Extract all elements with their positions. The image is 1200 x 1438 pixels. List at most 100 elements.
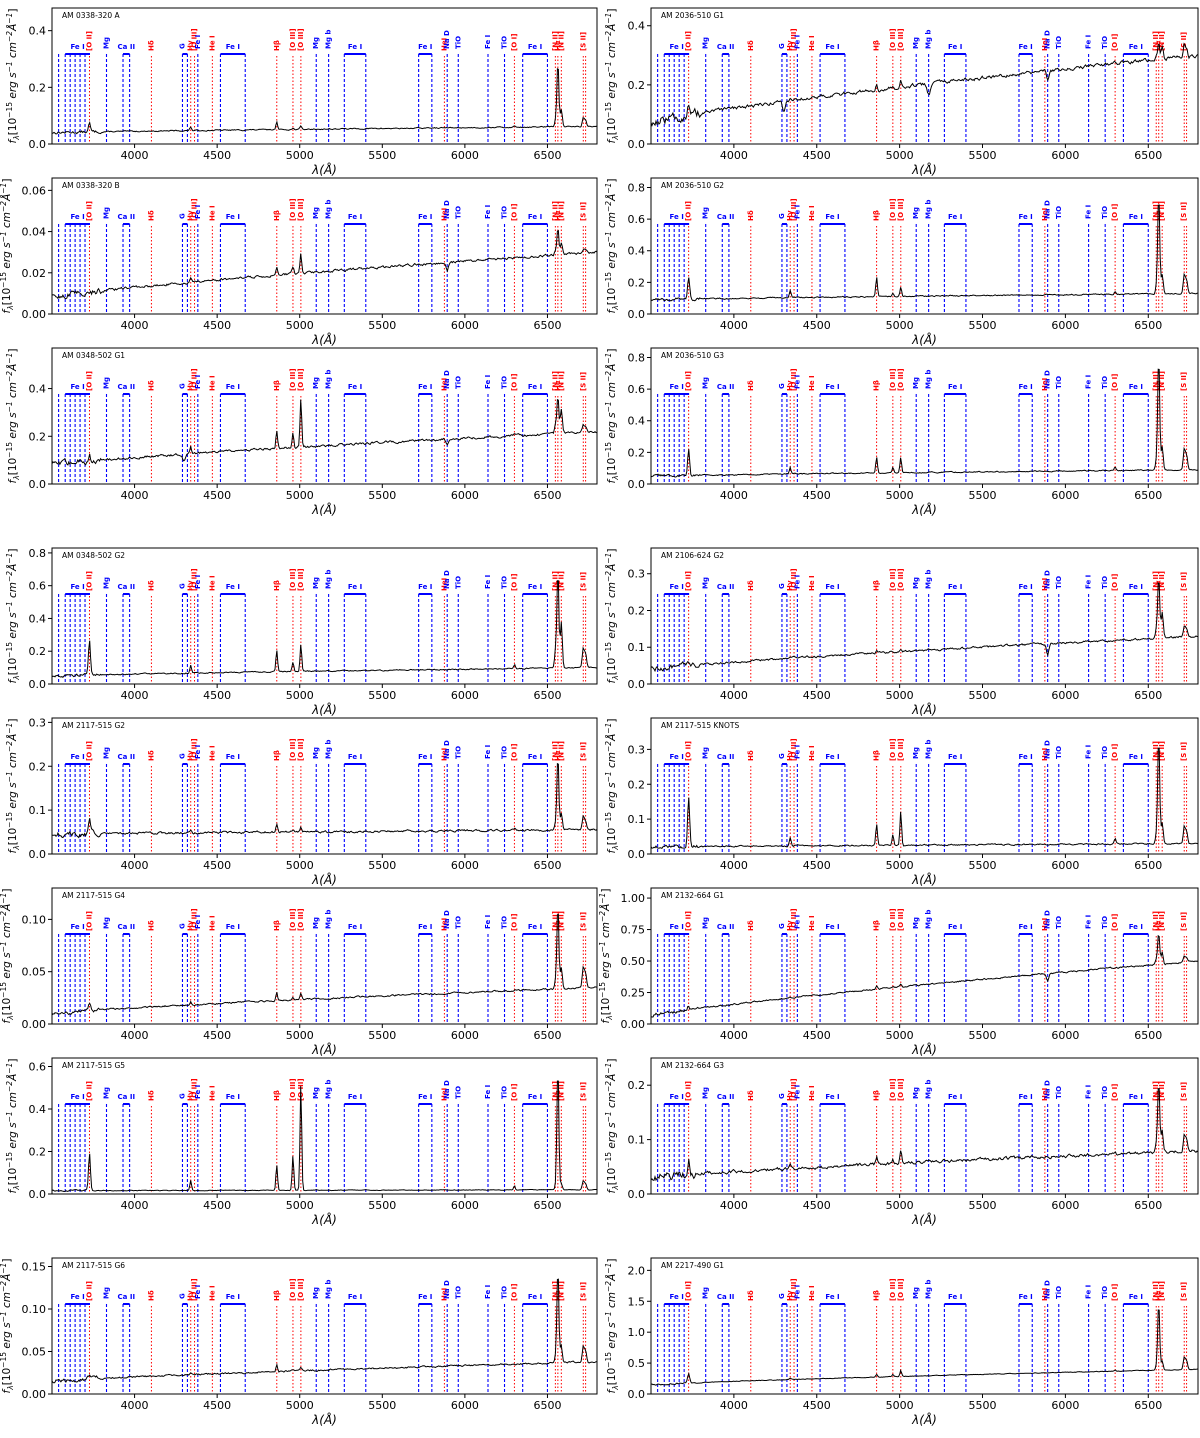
y-axis-label: fλ[10−15 erg s−1 cm−2Å−1] [5, 719, 21, 854]
red-marker-label: [O II] [85, 571, 93, 591]
red-marker-label: [O III] [897, 738, 905, 761]
red-marker-label: Hα [554, 1290, 562, 1301]
blue-band-label: Fe I [948, 923, 962, 931]
red-marker-label: [N II] [1158, 371, 1166, 391]
plot-frame [51, 717, 598, 855]
blue-marker-label: G [778, 923, 786, 929]
y-tick-label: 0.6 [628, 383, 646, 396]
red-marker-label: [O II] [685, 1281, 693, 1301]
red-marker-label: HeI [1041, 1288, 1049, 1301]
red-marker-label: Hβ [873, 750, 881, 761]
red-marker-label: [O II] [685, 371, 693, 391]
blue-marker-label: Fe I [484, 205, 492, 219]
red-marker-label: HeI [440, 208, 448, 221]
x-tick-label: 6000 [451, 149, 479, 162]
red-marker-label: He I [808, 205, 816, 221]
blue-band-label: Fe I [348, 753, 362, 761]
blue-band-label: Fe I [1129, 923, 1143, 931]
blue-marker-label: G [178, 923, 186, 929]
red-marker-label: Hβ [873, 1090, 881, 1101]
blue-band-label: Fe I [528, 753, 542, 761]
blue-marker-label: TiO [454, 1086, 462, 1099]
red-marker-label: Hβ [273, 580, 281, 591]
blue-marker-label: TiO [1055, 206, 1063, 219]
red-marker-label: [N II] [551, 571, 559, 591]
red-marker-label: [N II] [1158, 31, 1166, 51]
blue-band-label: Fe I [1018, 1093, 1032, 1101]
x-tick-label: 5000 [886, 489, 914, 502]
panel-12: [O II] Hδ Hγ[O III] He I Hβ [O III] [O III] HeI… [598, 887, 1199, 1057]
y-axis-label: fλ[10−15 erg s−1 cm−2Å−1] [604, 179, 620, 314]
x-axis-label: λ(Å) [911, 332, 937, 347]
blue-marker-label: Na D [1044, 1280, 1052, 1299]
blue-marker-label: Mg b [925, 30, 933, 49]
x-tick-label: 6500 [1134, 1399, 1162, 1412]
x-tick-label: 5000 [286, 1199, 314, 1212]
y-tick-label: 0.6 [29, 580, 47, 593]
x-tick-label: 5500 [969, 149, 997, 162]
blue-marker-label: Na D [443, 740, 451, 759]
red-marker-label: Hδ [147, 920, 155, 931]
x-tick-label: 4000 [720, 689, 748, 702]
blue-marker-label: Mg b [925, 1080, 933, 1099]
x-tick-label: 6500 [533, 489, 561, 502]
blue-band-label: Fe I [226, 753, 240, 761]
x-axis-label: λ(Å) [311, 872, 337, 887]
red-marker-label: [S II] [1180, 1282, 1188, 1301]
x-axis-label: λ(Å) [911, 1212, 937, 1227]
red-marker-label: HeI [440, 38, 448, 51]
x-tick-label: 5000 [886, 319, 914, 332]
blue-band-label: Ca II [717, 43, 735, 51]
red-marker-label: Hα [1155, 580, 1163, 591]
x-axis-label: λ(Å) [311, 1212, 337, 1227]
red-marker-label: [O I] [510, 204, 518, 221]
blue-marker-label: TiO [501, 1286, 509, 1299]
blue-band-label: Fe I [418, 1293, 432, 1301]
red-marker-label: [O II] [685, 911, 693, 931]
blue-band-label: Fe I [528, 213, 542, 221]
red-marker-label: [O III] [790, 568, 798, 591]
x-axis-label: λ(Å) [311, 502, 337, 517]
red-marker-label: [O I] [1111, 1084, 1119, 1101]
red-marker-label: Hβ [873, 40, 881, 51]
blue-band-label: Fe I [528, 383, 542, 391]
x-tick-label: 5500 [368, 1199, 396, 1212]
red-marker-label: Hβ [873, 580, 881, 591]
blue-band-label: Fe I [528, 1093, 542, 1101]
blue-marker-label: Mg [103, 1087, 111, 1099]
blue-marker-label: Mg [103, 377, 111, 389]
blue-marker-label: Fe I [1085, 745, 1093, 759]
red-marker-label: [S II] [579, 1282, 587, 1301]
plot-frame [650, 1257, 1199, 1395]
blue-marker-label: Fe I [793, 1085, 801, 1099]
y-tick-label: 0.6 [29, 1061, 47, 1074]
red-marker-label: [O I] [1111, 34, 1119, 51]
y-tick-label: 0.0 [628, 308, 646, 321]
y-tick-label: 1.5 [628, 1295, 646, 1308]
spectrum-line [51, 580, 598, 678]
blue-band-label: Fe I [528, 923, 542, 931]
red-marker-label: [S II] [1180, 742, 1188, 761]
panel-title: AM 2132-664 G3 [661, 1061, 724, 1070]
panel-title: AM 2117-515 G6 [62, 1261, 125, 1270]
x-tick-label: 6000 [451, 319, 479, 332]
blue-marker-label: Mg b [325, 1280, 333, 1299]
panel-title: AM 0348-502 G2 [62, 551, 125, 560]
red-marker-label: He I [208, 575, 216, 591]
blue-band-label: Fe I [1129, 383, 1143, 391]
red-marker-label: [N II] [557, 741, 565, 761]
blue-band-label: Fe I [948, 383, 962, 391]
red-marker-label: [O II] [85, 741, 93, 761]
red-marker-label: Hγ [187, 920, 195, 931]
red-marker-label: [N II] [1158, 1281, 1166, 1301]
plot-frame [650, 717, 1199, 855]
x-tick-label: 5500 [969, 489, 997, 502]
red-marker-label: Hα [554, 750, 562, 761]
blue-band-label: Ca II [118, 383, 136, 391]
y-tick-label: 0.0 [29, 478, 47, 491]
blue-marker-label: Mg [702, 207, 710, 219]
red-marker-label: HeI [1041, 378, 1049, 391]
x-tick-label: 5000 [886, 689, 914, 702]
red-marker-label: [O III] [790, 908, 798, 931]
blue-marker-label: Mg b [325, 570, 333, 589]
